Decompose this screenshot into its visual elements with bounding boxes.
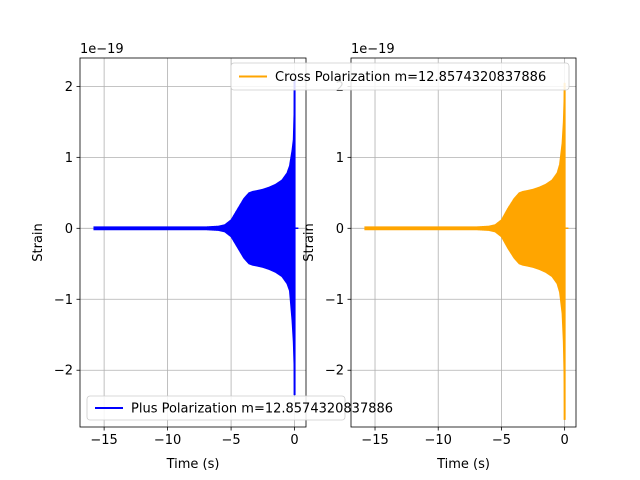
x-tick-label: −5 [222,433,241,448]
y-tick-label: 0 [65,222,73,237]
y-tick-label: −2 [54,364,73,379]
legend-box [86,395,346,421]
y-tick-label: 2 [65,80,73,95]
axes-frame [79,57,307,428]
series-1-waveform [364,82,569,420]
y-tick-label: −1 [325,293,344,308]
x-tick-label: −15 [90,433,117,448]
series-1-waveform [93,79,299,396]
y-axis-label: Strain [302,223,317,262]
legend-label: Cross Polarization m=12.8574320837886 [275,70,546,85]
legend-box [230,62,570,91]
x-tick-label: 0 [560,433,568,448]
y-tick-label: 1 [336,151,344,166]
x-axis-label: Time (s) [436,457,490,472]
x-tick-label: −10 [154,433,181,448]
legend-2: Cross Polarization m=12.8574320837886 [230,62,570,91]
x-tick-label: −5 [492,433,511,448]
x-tick-label: 0 [290,433,298,448]
y-tick-label: 0 [336,222,344,237]
x-axis-label: Time (s) [166,457,220,472]
x-tick-label: −15 [361,433,388,448]
legend-1: Plus Polarization m=12.8574320837886 [86,395,393,421]
axes-frame [350,57,577,428]
y-tick-label: −1 [54,293,73,308]
y-offset-text: 1e−19 [351,42,395,57]
x-tick-label: −10 [425,433,452,448]
y-tick-label: −2 [325,364,344,379]
y-offset-text: 1e−19 [80,42,124,57]
y-tick-label: 1 [65,151,73,166]
series-envelope-fill [93,79,296,396]
legend-label: Plus Polarization m=12.8574320837886 [131,402,393,417]
y-axis-label: Strain [31,223,46,262]
